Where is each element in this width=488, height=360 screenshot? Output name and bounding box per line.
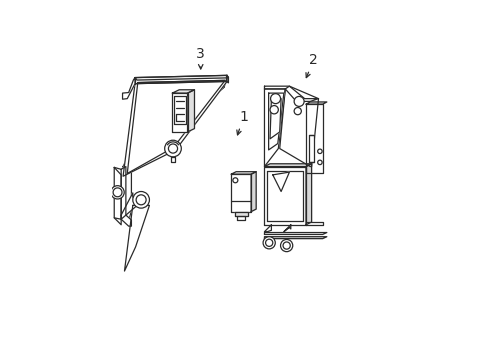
- Polygon shape: [123, 81, 226, 176]
- Polygon shape: [268, 93, 284, 150]
- Polygon shape: [264, 89, 285, 167]
- Circle shape: [168, 144, 177, 153]
- Polygon shape: [269, 99, 281, 139]
- Text: 2: 2: [305, 53, 318, 78]
- Polygon shape: [172, 93, 187, 132]
- Polygon shape: [135, 75, 226, 84]
- Circle shape: [280, 239, 292, 252]
- Text: 1: 1: [236, 110, 247, 135]
- Polygon shape: [124, 205, 149, 271]
- Polygon shape: [226, 75, 228, 83]
- Circle shape: [136, 195, 146, 205]
- Polygon shape: [187, 90, 194, 132]
- Polygon shape: [123, 75, 226, 167]
- Circle shape: [283, 242, 290, 249]
- Polygon shape: [305, 164, 311, 225]
- Circle shape: [269, 105, 278, 114]
- Polygon shape: [121, 193, 137, 219]
- Polygon shape: [305, 102, 326, 104]
- Circle shape: [293, 108, 301, 115]
- Circle shape: [263, 237, 275, 249]
- Polygon shape: [305, 104, 322, 174]
- Polygon shape: [114, 167, 121, 225]
- Polygon shape: [234, 212, 247, 216]
- Circle shape: [317, 149, 322, 153]
- Circle shape: [164, 140, 181, 157]
- Circle shape: [133, 192, 149, 208]
- Polygon shape: [231, 174, 251, 212]
- Text: 3: 3: [196, 47, 204, 69]
- Polygon shape: [122, 77, 135, 99]
- Polygon shape: [264, 164, 311, 167]
- Polygon shape: [251, 172, 256, 212]
- Polygon shape: [237, 216, 244, 220]
- Polygon shape: [284, 225, 290, 232]
- Polygon shape: [127, 80, 224, 174]
- Polygon shape: [264, 237, 326, 239]
- Circle shape: [265, 239, 272, 246]
- Circle shape: [111, 186, 124, 199]
- Polygon shape: [173, 96, 186, 123]
- Circle shape: [293, 96, 304, 107]
- Polygon shape: [231, 172, 256, 174]
- Polygon shape: [264, 167, 305, 225]
- Polygon shape: [264, 225, 271, 232]
- Polygon shape: [305, 222, 322, 225]
- Polygon shape: [135, 75, 228, 80]
- Polygon shape: [172, 90, 194, 93]
- Polygon shape: [264, 86, 318, 102]
- Circle shape: [232, 178, 237, 183]
- Polygon shape: [264, 233, 326, 234]
- Polygon shape: [279, 86, 318, 167]
- Polygon shape: [123, 76, 224, 221]
- Circle shape: [270, 94, 280, 104]
- Polygon shape: [170, 157, 175, 162]
- Circle shape: [317, 160, 322, 165]
- Polygon shape: [121, 167, 131, 226]
- Polygon shape: [272, 172, 289, 192]
- Polygon shape: [309, 135, 313, 162]
